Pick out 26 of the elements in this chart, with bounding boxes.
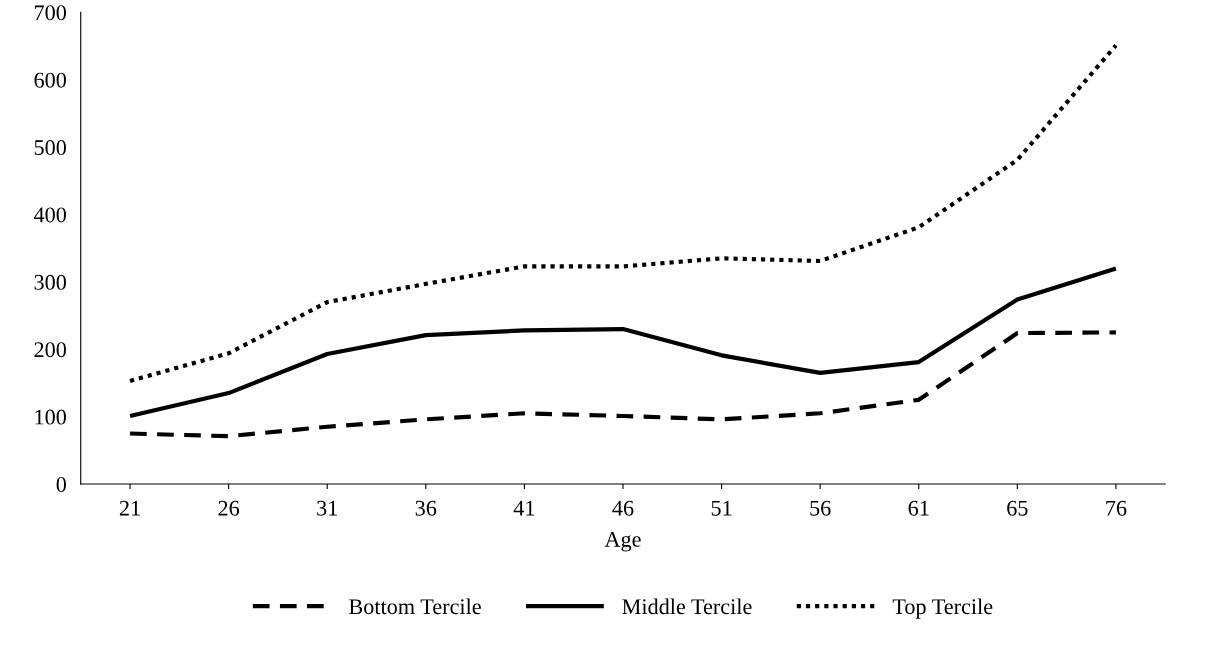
legend-label: Top Tercile [892,598,993,619]
line-series [127,330,1119,439]
legend-label: Bottom Tercile [349,598,481,615]
x-axis-title: Age [604,531,641,552]
y-tick-label: 200 [34,342,66,358]
x-tick-label: 21 [119,500,140,516]
x-tick-label: 56 [810,500,831,516]
x-tick-label: 65 [1007,500,1028,516]
y-tick-label: 300 [34,274,66,290]
x-tick-label: 41 [513,500,535,516]
line-series [127,43,1119,384]
x-tick-label: 61 [908,500,929,516]
x-tick-label: 46 [612,500,634,516]
y-tick-label: 0 [56,476,66,492]
line-series [127,266,1119,419]
x-tick-label: 76 [1106,500,1127,516]
x-tick-label: 26 [218,500,240,516]
y-tick-label: 400 [33,207,66,223]
y-tick-label: 700 [34,5,66,21]
y-tick-label: 600 [34,72,66,88]
x-tick-label: 51 [711,500,732,516]
x-tick-label: 31 [317,500,337,516]
x-tick-label: 36 [415,500,437,516]
y-tick-label: 500 [34,140,66,156]
y-tick-label: 100 [35,409,66,425]
legend-label: Middle Tercile [622,598,752,615]
